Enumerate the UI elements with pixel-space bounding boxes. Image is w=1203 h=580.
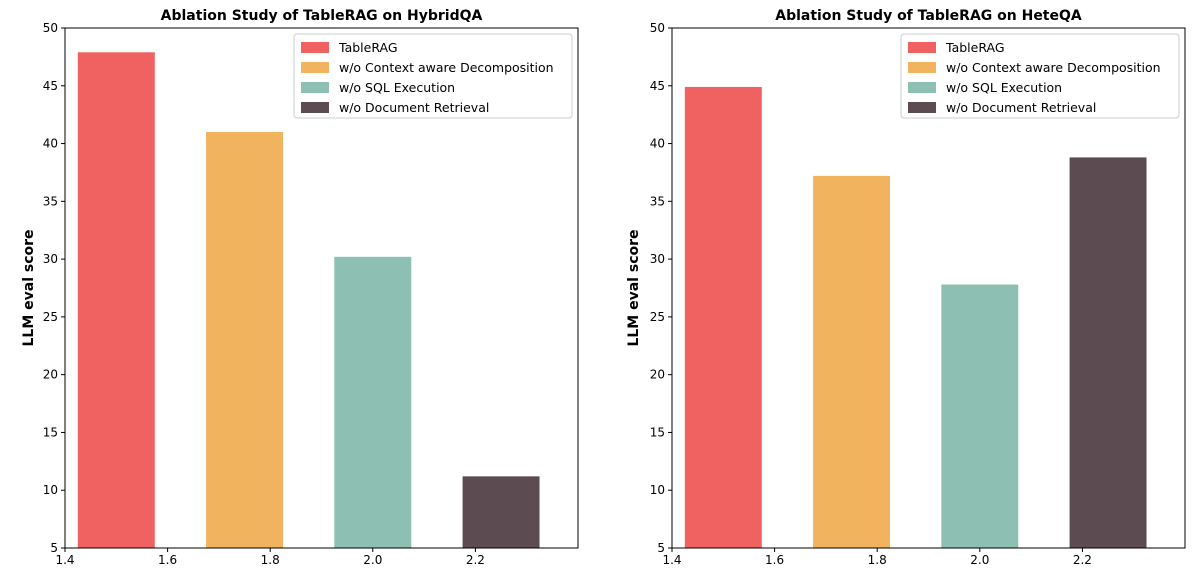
y-tick-label: 35	[43, 194, 58, 208]
legend-swatch	[908, 42, 936, 53]
bar-1	[77, 52, 155, 549]
y-tick-label: 10	[43, 483, 58, 497]
legend-entry: w/o Document Retrieval	[339, 100, 489, 115]
legend-swatch	[301, 82, 329, 93]
y-tick-label: 25	[650, 310, 665, 324]
legend-entry: w/o Document Retrieval	[946, 100, 1096, 115]
y-tick-label: 40	[43, 137, 58, 151]
bar-2	[813, 175, 891, 548]
chart-title: Ablation Study of TableRAG on HybridQA	[161, 8, 483, 24]
x-tick-label: 1.6	[765, 553, 784, 567]
x-tick-label: 2.2	[1073, 553, 1092, 567]
y-tick-label: 25	[43, 310, 58, 324]
legend: TableRAG w/o Context aware Decomposition w…	[900, 33, 1180, 119]
legend-swatch	[301, 42, 329, 53]
plot-frame	[64, 27, 579, 549]
bar-4	[462, 476, 540, 548]
chart-panel-2: Ablation Study of TableRAG on HeteQA LLM …	[626, 8, 1186, 567]
y-tick-label: 20	[650, 368, 665, 382]
y-tick-label: 30	[650, 252, 665, 266]
legend-swatch	[301, 62, 329, 73]
y-tick-label: 10	[650, 483, 665, 497]
legend-box	[900, 33, 1180, 119]
y-axis-label: LLM eval score	[21, 229, 37, 346]
y-tick-label: 15	[43, 425, 58, 439]
x-tick-label: 1.4	[55, 553, 74, 567]
y-tick-label: 45	[43, 79, 58, 93]
bar-1	[684, 86, 762, 548]
y-tick-label: 15	[650, 425, 665, 439]
x-tick-label: 1.8	[868, 553, 887, 567]
legend-entry: w/o SQL Execution	[339, 80, 455, 95]
y-tick-label: 30	[43, 252, 58, 266]
legend-entry: w/o SQL Execution	[946, 80, 1062, 95]
y-tick-label: 35	[650, 194, 665, 208]
y-tick-label: 20	[43, 368, 58, 382]
x-tick-label: 1.6	[158, 553, 177, 567]
x-tick-label: 2.0	[363, 553, 382, 567]
legend-entry: w/o Context aware Decomposition	[339, 60, 554, 75]
y-tick-label: 5	[657, 541, 665, 555]
legend-swatch	[301, 102, 329, 113]
x-tick-label: 2.0	[970, 553, 989, 567]
y-tick-label: 50	[650, 21, 665, 35]
y-tick-label: 40	[650, 137, 665, 151]
y-tick-label: 50	[43, 21, 58, 35]
x-tick-label: 1.4	[662, 553, 681, 567]
y-axis-label: LLM eval score	[626, 229, 642, 346]
chart-title: Ablation Study of TableRAG on HeteQA	[775, 8, 1082, 24]
legend: TableRAG w/o Context aware Decomposition w…	[293, 33, 573, 119]
x-tick-label: 2.2	[466, 553, 485, 567]
legend-box	[293, 33, 573, 119]
legend-swatch	[908, 62, 936, 73]
chart-panel-1: Ablation Study of TableRAG on HybridQA LL…	[21, 8, 579, 567]
bar-3	[941, 284, 1019, 548]
bar-4	[1069, 157, 1147, 548]
bar-2	[206, 132, 284, 548]
legend-entry: TableRAG	[945, 40, 1005, 55]
legend-swatch	[908, 102, 936, 113]
legend-swatch	[908, 82, 936, 93]
y-tick-label: 5	[50, 541, 58, 555]
legend-entry: w/o Context aware Decomposition	[946, 60, 1161, 75]
plot-frame	[671, 27, 1186, 549]
legend-entry: TableRAG	[338, 40, 398, 55]
bar-3	[334, 256, 412, 548]
y-tick-label: 45	[650, 79, 665, 93]
x-tick-label: 1.8	[261, 553, 280, 567]
